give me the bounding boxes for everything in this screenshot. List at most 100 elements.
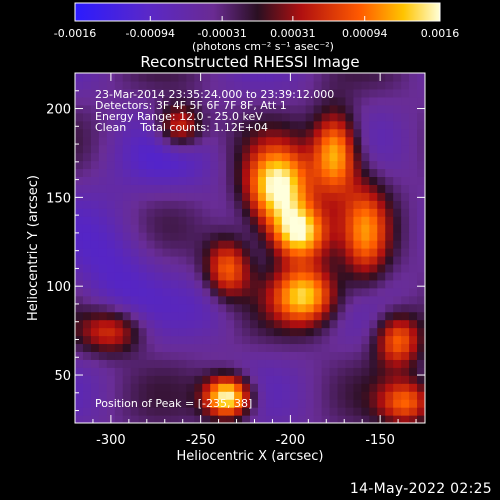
heatmap-cell [345, 200, 354, 209]
heatmap-cell [369, 73, 378, 82]
heatmap-cell [242, 415, 251, 423]
heatmap-cell [361, 96, 370, 106]
heatmap-cell [265, 319, 275, 329]
heatmap-cell [82, 200, 92, 209]
heatmap-cell [186, 192, 195, 201]
heatmap-cell [138, 73, 148, 82]
heatmap-cell [234, 383, 243, 392]
heatmap-cell [353, 303, 362, 313]
heatmap-cell [194, 351, 203, 360]
heatmap-cell [234, 319, 243, 329]
heatmap-cell [369, 295, 378, 305]
heatmap-cell [98, 160, 108, 170]
heatmap-cell [257, 303, 267, 313]
heatmap-cell [242, 128, 251, 138]
heatmap-cell [218, 152, 227, 162]
heatmap-cell [130, 136, 140, 146]
heatmap-cell [138, 407, 148, 416]
heatmap-cell [218, 311, 227, 321]
heatmap-cell [162, 287, 172, 297]
heatmap-cell [297, 271, 307, 281]
heatmap-cell [178, 128, 187, 138]
heatmap-cell [353, 152, 362, 162]
heatmap-cell [305, 128, 315, 138]
heatmap-cell [106, 112, 116, 122]
heatmap-cell [146, 383, 156, 392]
heatmap-cell [345, 263, 354, 273]
heatmap-cell [75, 383, 84, 392]
heatmap-cell [313, 279, 323, 289]
heatmap-cell [178, 136, 187, 146]
heatmap-cell [75, 399, 84, 408]
heatmap-cell [90, 383, 100, 392]
heatmap-cell [377, 168, 386, 177]
heatmap-cell [226, 96, 235, 106]
heatmap-cell [385, 399, 394, 408]
heatmap-cell [170, 279, 179, 289]
heatmap-cell [369, 255, 378, 265]
heatmap-cell [130, 240, 140, 249]
heatmap-cell [194, 319, 203, 329]
heatmap-cell [75, 160, 84, 170]
heatmap-cell [297, 168, 307, 177]
heatmap-cell [289, 120, 299, 130]
heatmap-cell [186, 343, 195, 352]
heatmap-cell [138, 375, 148, 384]
heatmap-cell [361, 232, 370, 241]
heatmap-cell [329, 359, 339, 368]
heatmap-cell [345, 271, 354, 281]
heatmap-cell [122, 128, 132, 138]
heatmap-cell [75, 359, 84, 368]
heatmap-cell [385, 279, 394, 289]
heatmap-cell [114, 136, 124, 146]
heatmap-cell [122, 152, 132, 162]
heatmap-cell [234, 359, 243, 368]
heatmap-cell [98, 176, 108, 185]
heatmap-cell [409, 287, 418, 297]
heatmap-cell [75, 319, 84, 329]
heatmap-cell [337, 248, 347, 257]
heatmap-cell [82, 343, 92, 352]
heatmap-cell [337, 271, 347, 281]
heatmap-cell [401, 176, 410, 185]
heatmap-cell [257, 144, 267, 154]
heatmap-cell [297, 112, 307, 122]
heatmap-cell [329, 375, 339, 384]
heatmap-cell [409, 359, 418, 368]
heatmap-cell [289, 391, 299, 400]
heatmap-cell [154, 192, 164, 201]
heatmap-cell [273, 399, 283, 408]
heatmap-cell [146, 176, 156, 185]
heatmap-cell [210, 391, 219, 400]
heatmap-cell [186, 160, 195, 170]
heatmap-cell [130, 248, 140, 257]
heatmap-cell [194, 216, 203, 225]
heatmap-cell [130, 375, 140, 384]
heatmap-cell [154, 200, 164, 209]
heatmap-cell [178, 399, 187, 408]
heatmap-cell [345, 73, 354, 82]
heatmap-cell [369, 232, 378, 241]
heatmap-cell [250, 200, 259, 209]
heatmap-cell [289, 176, 299, 185]
heatmap-cell [289, 112, 299, 122]
heatmap-cell [281, 303, 291, 313]
heatmap-cell [353, 80, 362, 90]
heatmap-cell [170, 351, 179, 360]
heatmap-cell [257, 375, 267, 384]
heatmap-cell [345, 232, 354, 241]
heatmap-cell [194, 415, 203, 423]
heatmap-cell [194, 335, 203, 345]
heatmap-cell [257, 88, 267, 98]
heatmap-cell [289, 136, 299, 146]
heatmap-cell [305, 343, 315, 352]
heatmap-cell [162, 359, 172, 368]
heatmap-cell [218, 263, 227, 273]
heatmap-cell [186, 359, 195, 368]
heatmap-cell [75, 351, 84, 360]
heatmap-cell [305, 200, 315, 209]
heatmap-cell [114, 232, 124, 241]
heatmap-cell [401, 160, 410, 170]
heatmap-cell [202, 136, 211, 146]
heatmap-cell [114, 327, 124, 337]
